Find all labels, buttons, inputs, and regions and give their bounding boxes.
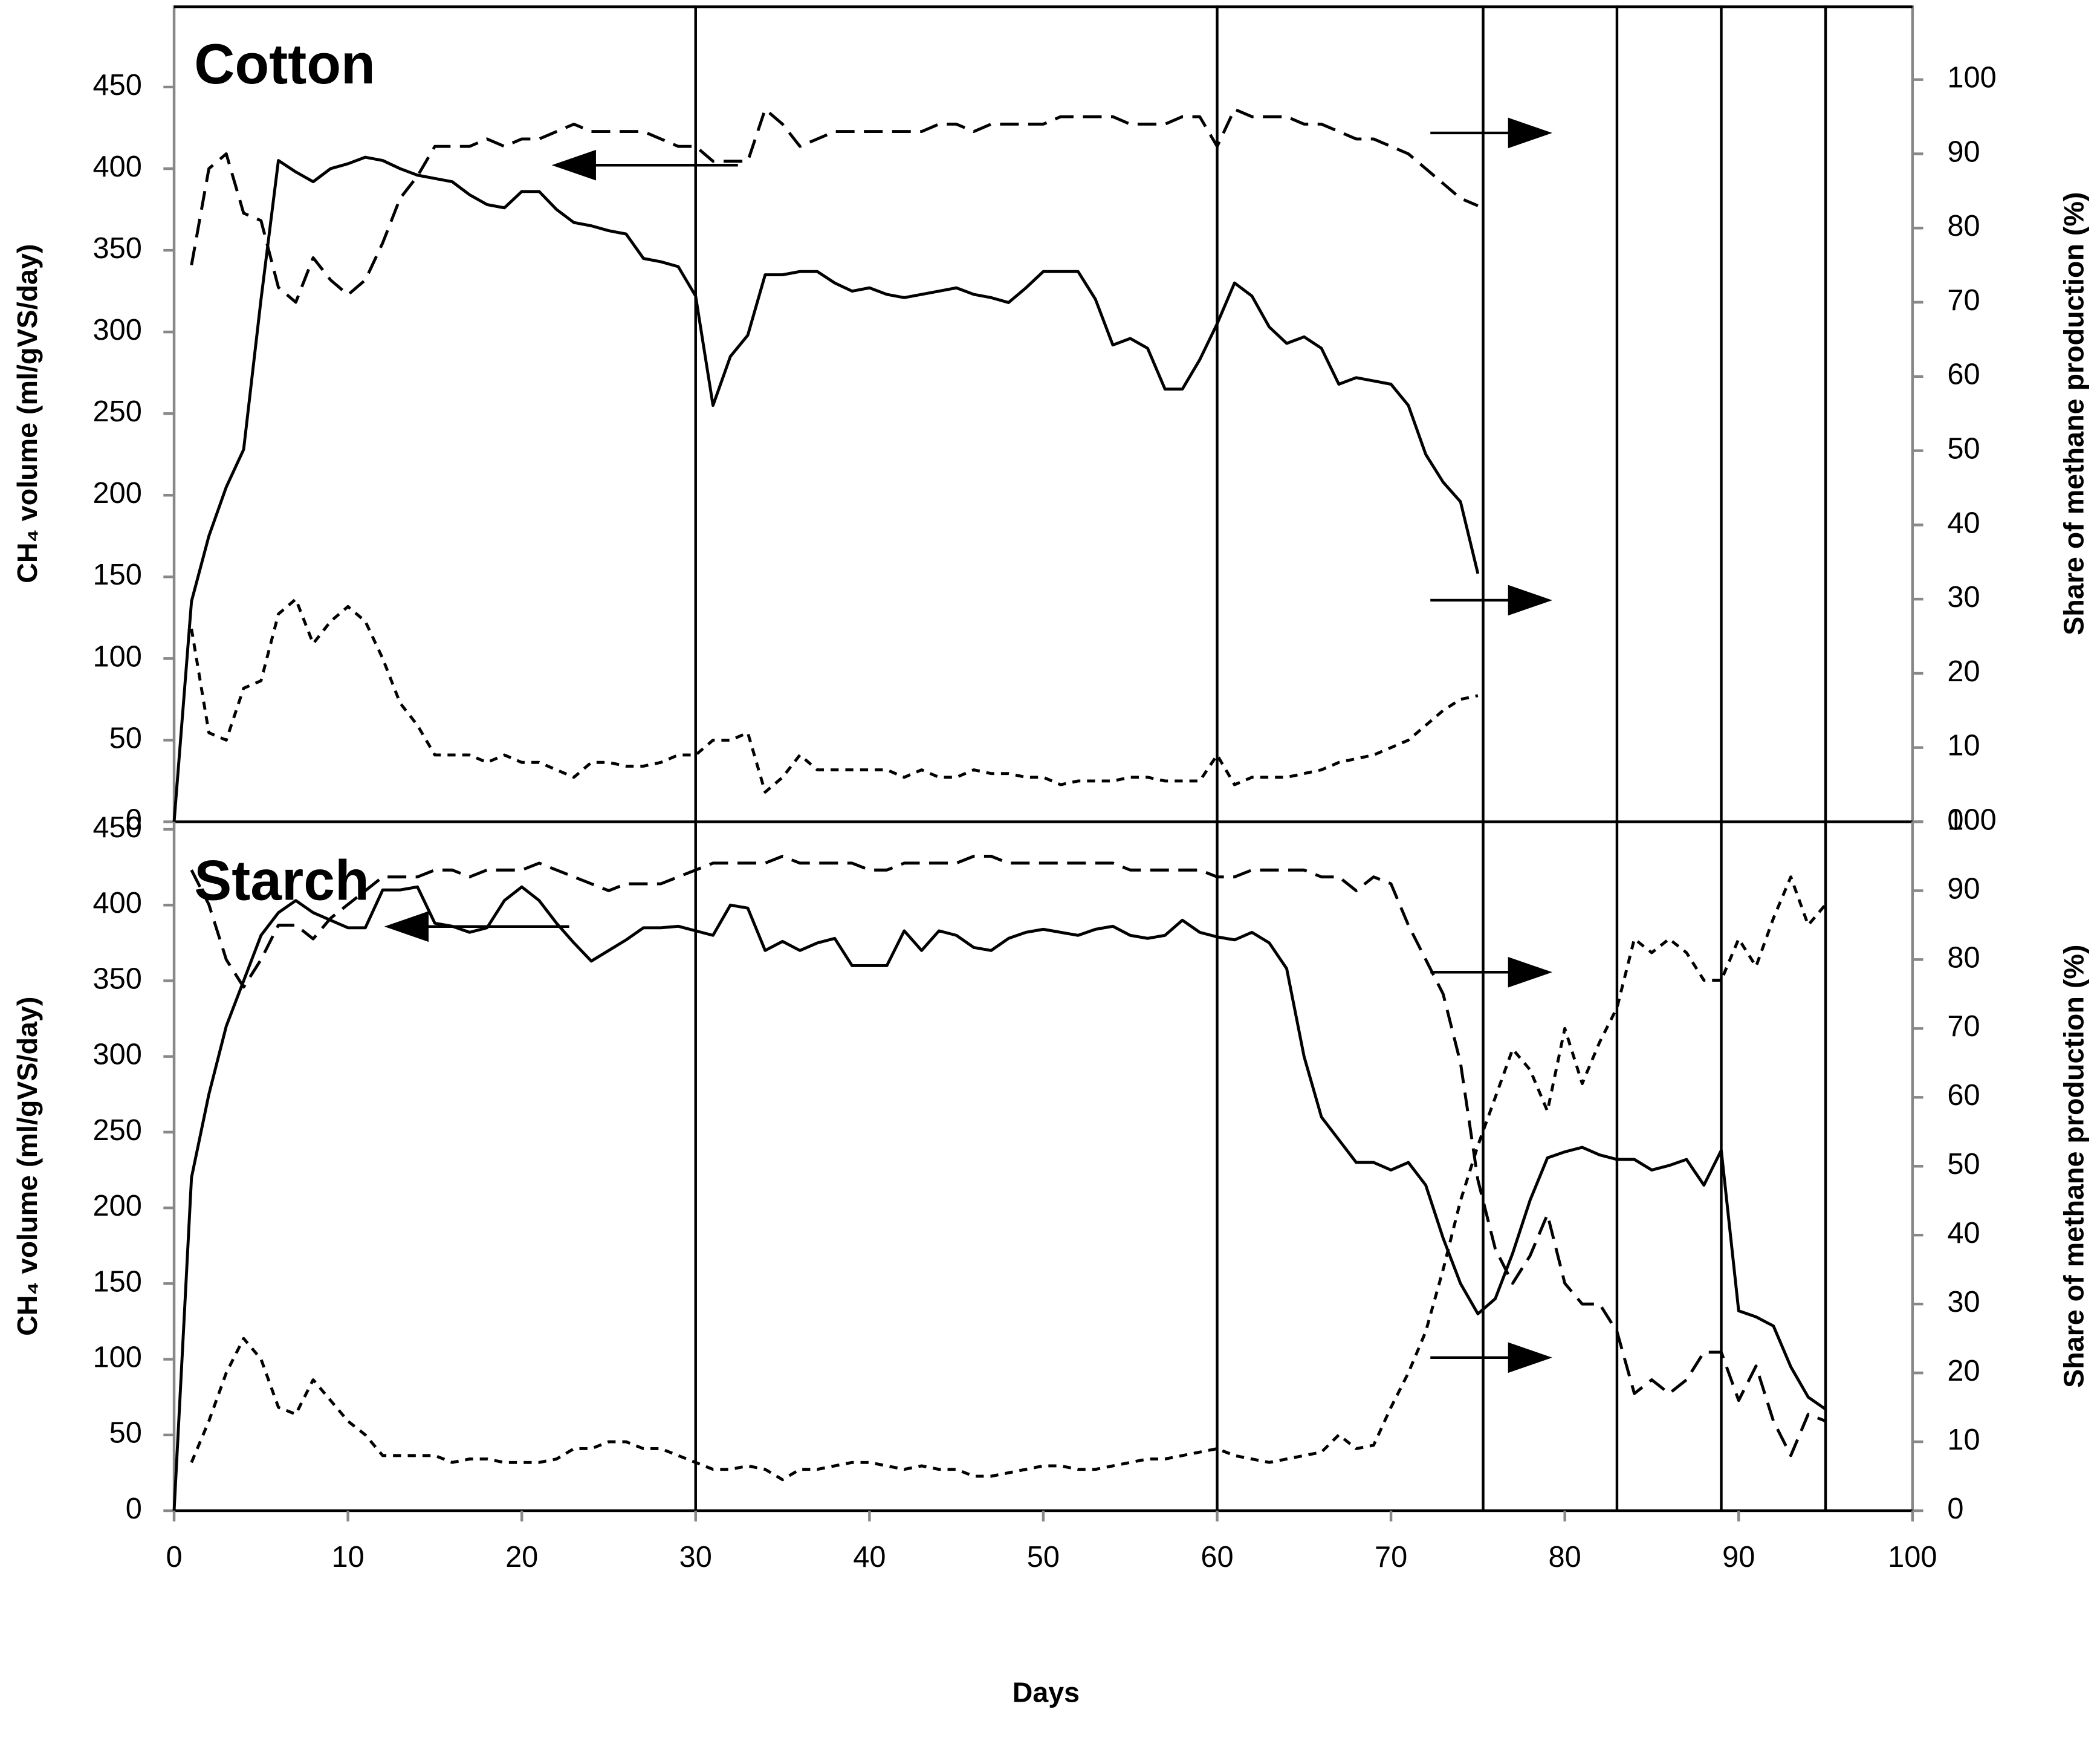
y2-tick-label: 60 [1947,1079,1980,1112]
y2-tick-label: 90 [1947,135,1980,168]
y-tick-label: 200 [93,477,142,510]
y-tick-label: 400 [93,887,142,919]
y-axis-label: CH₄ volume (ml/gVS/day) [11,244,43,583]
y2-tick-label: 20 [1947,655,1980,688]
y2-tick-label: 60 [1947,358,1980,391]
x-tick-label: 100 [1888,1541,1937,1574]
data-line [190,597,1479,794]
arrows [384,117,1552,1373]
y2-axis-label: Share of methane production (%) [2058,945,2089,1388]
y-tick-label: 150 [93,1265,142,1298]
data-line [172,885,1827,1511]
arrow-head [551,149,596,181]
arrow-head [1508,585,1552,616]
arrow-head [1508,117,1552,149]
y-tick-label: 0 [126,1493,142,1525]
y2-tick-label: 90 [1947,872,1980,905]
y-tick-label: 350 [93,962,142,995]
y2-tick-label: 20 [1947,1355,1980,1387]
y-axis-label: CH₄ volume (ml/gVS/day) [11,997,43,1336]
y-tick-label: 400 [93,151,142,183]
y-tick-label: 350 [93,232,142,265]
chart-title: Starch [194,849,369,912]
y2-tick-label: 10 [1947,1424,1980,1456]
y-tick-label: 100 [93,640,142,673]
y2-tick-label: 40 [1947,507,1980,539]
y2-tick-label: 30 [1947,1286,1980,1318]
y2-tick-label: 40 [1947,1217,1980,1249]
x-axis-label: Days [1013,1677,1080,1708]
y2-tick-label: 80 [1947,941,1980,974]
y2-tick-label: 0 [1947,1493,1963,1525]
data-line [190,108,1479,304]
y2-tick-label: 0 [1947,803,1963,836]
x-tick-label: 90 [1722,1541,1755,1574]
y2-tick-label: 50 [1947,1148,1980,1181]
y2-tick-label: 30 [1947,581,1980,614]
y-tick-label: 50 [109,1417,142,1450]
y2-tick-label: 10 [1947,730,1980,762]
y-tick-label: 250 [93,1114,142,1147]
y2-tick-label: 70 [1947,1010,1980,1043]
data-line [190,855,1826,1457]
y2-tick-label: 100 [1947,62,1996,94]
y-tick-label: 300 [93,1039,142,1071]
y2-tick-label: 80 [1947,210,1980,242]
y-tick-label: 450 [93,811,142,844]
x-tick-label: 70 [1375,1541,1407,1574]
y-tick-label: 300 [93,314,142,346]
x-tick-label: 60 [1201,1541,1233,1574]
y-tick-label: 200 [93,1190,142,1222]
y-tick-label: 50 [109,722,142,754]
y2-tick-label: 50 [1947,432,1980,465]
y2-axis-label: Share of methane production (%) [2058,192,2089,635]
x-tick-label: 20 [505,1541,538,1574]
y-tick-label: 100 [93,1341,142,1373]
arrow-head [1508,956,1552,988]
y2-tick-label: 100 [1947,803,1996,836]
y-tick-label: 150 [93,559,142,591]
y-tick-label: 250 [93,395,142,428]
x-tick-label: 0 [166,1541,182,1574]
x-tick-label: 80 [1549,1541,1581,1574]
y-tick-label: 0 [126,803,142,836]
y2-tick-label: 70 [1947,284,1980,317]
chart-title: Cotton [194,33,375,96]
data-line [172,155,1480,822]
x-tick-label: 30 [679,1541,712,1574]
x-tick-label: 40 [853,1541,886,1574]
x-tick-label: 10 [331,1541,364,1574]
data-line [190,875,1827,1482]
x-tick-label: 50 [1027,1541,1060,1574]
y-tick-label: 450 [93,69,142,102]
arrow-head [384,911,429,942]
arrow-head [1508,1342,1552,1373]
